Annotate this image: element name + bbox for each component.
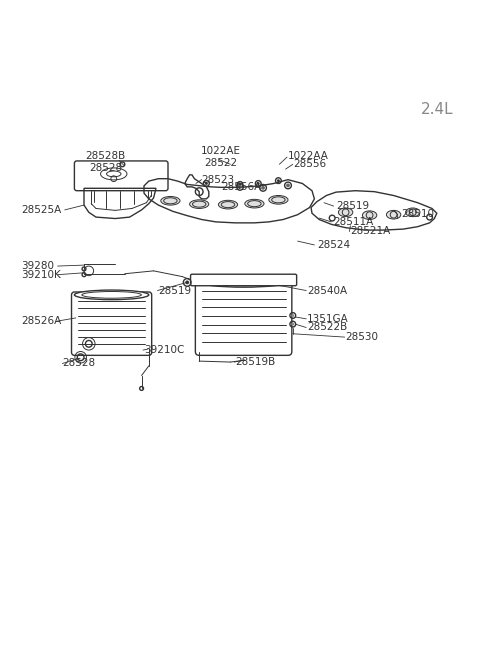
- Ellipse shape: [269, 195, 288, 204]
- Circle shape: [257, 182, 260, 185]
- Text: 28519: 28519: [336, 201, 369, 211]
- Text: 1022AE
28522: 1022AE 28522: [201, 146, 241, 168]
- Text: 28526A: 28526A: [22, 316, 62, 326]
- FancyBboxPatch shape: [74, 161, 168, 191]
- Circle shape: [261, 186, 265, 190]
- Ellipse shape: [338, 208, 353, 217]
- Ellipse shape: [199, 276, 288, 287]
- Text: 28519B: 28519B: [235, 357, 276, 367]
- Text: 1351GA: 1351GA: [307, 314, 349, 324]
- Ellipse shape: [161, 196, 180, 205]
- Text: 28528: 28528: [62, 358, 96, 369]
- Text: 28556: 28556: [293, 159, 326, 169]
- Text: 28510: 28510: [401, 209, 434, 219]
- Text: 28519: 28519: [158, 286, 192, 295]
- FancyBboxPatch shape: [195, 278, 292, 356]
- Circle shape: [238, 185, 242, 189]
- Text: 28530: 28530: [346, 332, 379, 342]
- Circle shape: [286, 183, 290, 187]
- Ellipse shape: [218, 200, 238, 209]
- Text: 28524: 28524: [317, 240, 350, 250]
- Text: 28521A: 28521A: [350, 227, 391, 236]
- Text: 28523: 28523: [202, 175, 235, 185]
- Ellipse shape: [74, 290, 149, 299]
- Circle shape: [277, 179, 280, 182]
- Circle shape: [291, 314, 294, 317]
- Circle shape: [185, 280, 189, 284]
- Circle shape: [205, 182, 208, 185]
- Text: 28528B
28528: 28528B 28528: [85, 151, 126, 173]
- Ellipse shape: [190, 200, 209, 208]
- Text: 2.4L: 2.4L: [420, 102, 453, 117]
- Text: 28540A: 28540A: [307, 286, 348, 295]
- Text: 39210C: 39210C: [144, 345, 184, 355]
- FancyBboxPatch shape: [191, 274, 297, 286]
- Text: 39210K: 39210K: [22, 270, 61, 280]
- Text: 1022AA: 1022AA: [288, 151, 329, 160]
- Text: 28522B: 28522B: [307, 322, 348, 333]
- Ellipse shape: [362, 211, 377, 219]
- Ellipse shape: [406, 208, 420, 217]
- Text: 39280: 39280: [22, 261, 55, 271]
- Ellipse shape: [245, 199, 264, 208]
- Text: 28525A: 28525A: [22, 205, 62, 215]
- Circle shape: [239, 183, 241, 186]
- Ellipse shape: [386, 210, 401, 219]
- FancyBboxPatch shape: [72, 292, 152, 356]
- Text: 28511A: 28511A: [334, 217, 374, 227]
- Text: 28556A: 28556A: [221, 182, 261, 192]
- Circle shape: [291, 323, 294, 326]
